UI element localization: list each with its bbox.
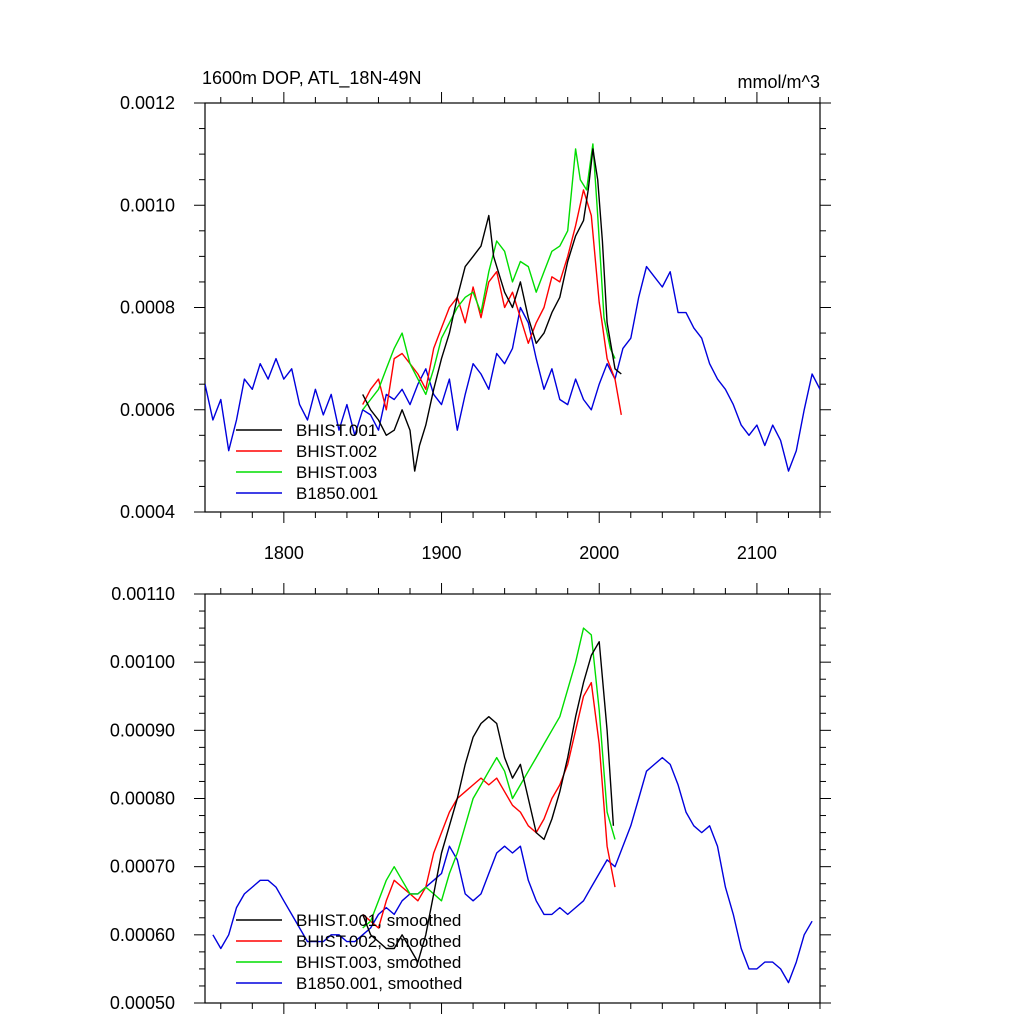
series-line-0 — [362, 641, 615, 963]
series-line-1 — [362, 189, 622, 416]
legend-label: BHIST.003 — [296, 463, 377, 482]
y-tick-label: 0.00060 — [110, 925, 175, 945]
legend-label: BHIST.003, smoothed — [296, 953, 461, 972]
series-line-3 — [212, 756, 813, 984]
legend-label: B1850.001 — [296, 484, 378, 503]
x-tick-label: 2000 — [579, 543, 619, 563]
legend-label: B1850.001, smoothed — [296, 974, 462, 993]
y-tick-label: 0.00080 — [110, 789, 175, 809]
y-tick-label: 0.00110 — [111, 584, 175, 604]
series-line-0 — [362, 148, 622, 472]
series-line-2 — [362, 627, 616, 929]
x-tick-label: 2100 — [737, 543, 777, 563]
legend-label: BHIST.002 — [296, 442, 377, 461]
y-tick-label: 0.00090 — [110, 720, 175, 740]
y-tick-label: 0.00100 — [110, 652, 175, 672]
y-tick-label: 0.0004 — [120, 502, 175, 522]
bottom-panel: 0.00050 0.00060 0.00070 0.00080 0.00090 0.001… — [110, 583, 831, 1014]
chart-title: 1600m DOP, ATL_18N-49N — [202, 68, 421, 89]
top-panel: 0.0004 0.0006 0.0008 0.0010 0.0012 1800 1900 20… — [120, 92, 831, 563]
y-tick-label: 0.00070 — [110, 857, 175, 877]
legend-label: BHIST.001 — [296, 421, 377, 440]
legend-label: BHIST.001, smoothed — [296, 911, 461, 930]
y-tick-label: 0.0008 — [120, 298, 175, 318]
series-line-2 — [362, 143, 616, 411]
y-tick-label: 0.0006 — [120, 400, 175, 420]
x-tick-label: 1900 — [422, 543, 462, 563]
series-line-1 — [362, 681, 616, 929]
x-tick-label: 1800 — [264, 543, 304, 563]
y-tick-label: 0.0010 — [120, 195, 175, 215]
legend-label: BHIST.002, smoothed — [296, 932, 461, 951]
y-tick-label: 0.0012 — [120, 93, 175, 113]
y-tick-label: 0.00050 — [110, 993, 175, 1013]
units-label: mmol/m^3 — [738, 72, 820, 92]
series-line-3 — [205, 265, 820, 472]
